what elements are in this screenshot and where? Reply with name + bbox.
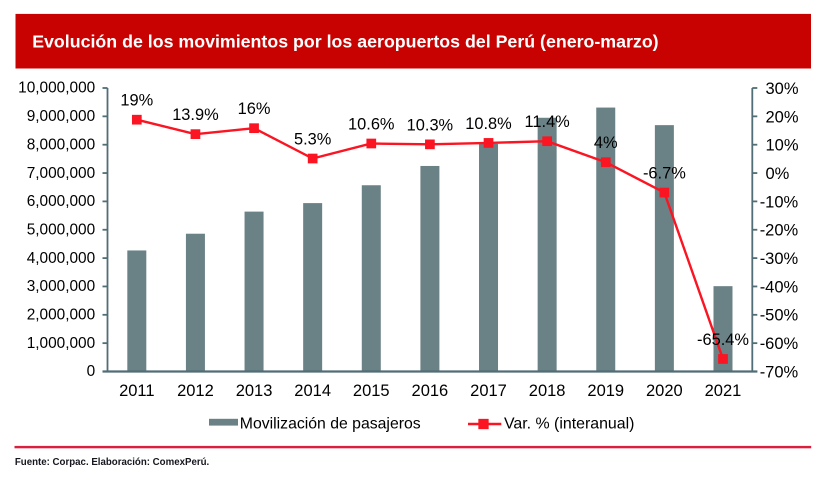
svg-text:-70%: -70% [760, 363, 799, 381]
svg-text:2011: 2011 [119, 382, 154, 400]
svg-text:13.9%: 13.9% [172, 106, 218, 124]
svg-text:4%: 4% [594, 134, 618, 152]
svg-text:Var. % (interanual): Var. % (interanual) [504, 415, 634, 432]
svg-text:16%: 16% [238, 100, 271, 118]
svg-text:20%: 20% [766, 108, 799, 126]
svg-text:10,000,000: 10,000,000 [18, 80, 95, 97]
svg-text:8,000,000: 8,000,000 [27, 136, 95, 153]
svg-text:-6.7%: -6.7% [643, 165, 686, 183]
svg-text:2,000,000: 2,000,000 [27, 307, 95, 324]
svg-text:Movilización de pasajeros: Movilización de pasajeros [240, 415, 421, 432]
svg-text:-50%: -50% [760, 307, 799, 325]
svg-text:11.4%: 11.4% [525, 113, 570, 131]
svg-text:Evolución de los movimientos p: Evolución de los movimientos por los aer… [32, 31, 658, 51]
svg-text:10%: 10% [766, 137, 799, 155]
svg-text:-60%: -60% [760, 335, 799, 353]
svg-text:5.3%: 5.3% [294, 131, 331, 149]
svg-text:2018: 2018 [529, 382, 566, 400]
svg-text:1,000,000: 1,000,000 [27, 335, 95, 352]
svg-text:10.8%: 10.8% [465, 115, 511, 133]
svg-text:2012: 2012 [177, 382, 214, 400]
svg-text:3,000,000: 3,000,000 [27, 278, 95, 295]
svg-text:10.6%: 10.6% [348, 116, 394, 134]
svg-text:2021: 2021 [705, 382, 742, 400]
svg-text:0: 0 [87, 363, 96, 380]
svg-text:2014: 2014 [294, 382, 331, 400]
svg-text:2013: 2013 [236, 382, 273, 400]
svg-text:4,000,000: 4,000,000 [27, 250, 95, 267]
svg-text:-65.4%: -65.4% [697, 331, 749, 349]
svg-text:19%: 19% [120, 92, 153, 110]
svg-text:6,000,000: 6,000,000 [27, 193, 95, 210]
svg-text:-20%: -20% [760, 222, 799, 240]
svg-text:-10%: -10% [760, 193, 799, 211]
svg-text:Fuente: Corpac. Elaboración: C: Fuente: Corpac. Elaboración: ComexPerú. [15, 457, 210, 468]
svg-text:2015: 2015 [353, 382, 390, 400]
svg-text:0%: 0% [766, 165, 790, 183]
svg-text:2016: 2016 [412, 382, 449, 400]
svg-text:-30%: -30% [760, 250, 799, 268]
svg-text:-40%: -40% [760, 278, 799, 296]
svg-text:2017: 2017 [470, 382, 507, 400]
svg-text:10.3%: 10.3% [407, 116, 453, 134]
svg-text:5,000,000: 5,000,000 [27, 221, 95, 238]
svg-text:2020: 2020 [646, 382, 683, 400]
svg-text:9,000,000: 9,000,000 [27, 108, 95, 125]
svg-text:30%: 30% [766, 80, 799, 98]
svg-text:2019: 2019 [587, 382, 624, 400]
svg-text:7,000,000: 7,000,000 [27, 165, 95, 182]
